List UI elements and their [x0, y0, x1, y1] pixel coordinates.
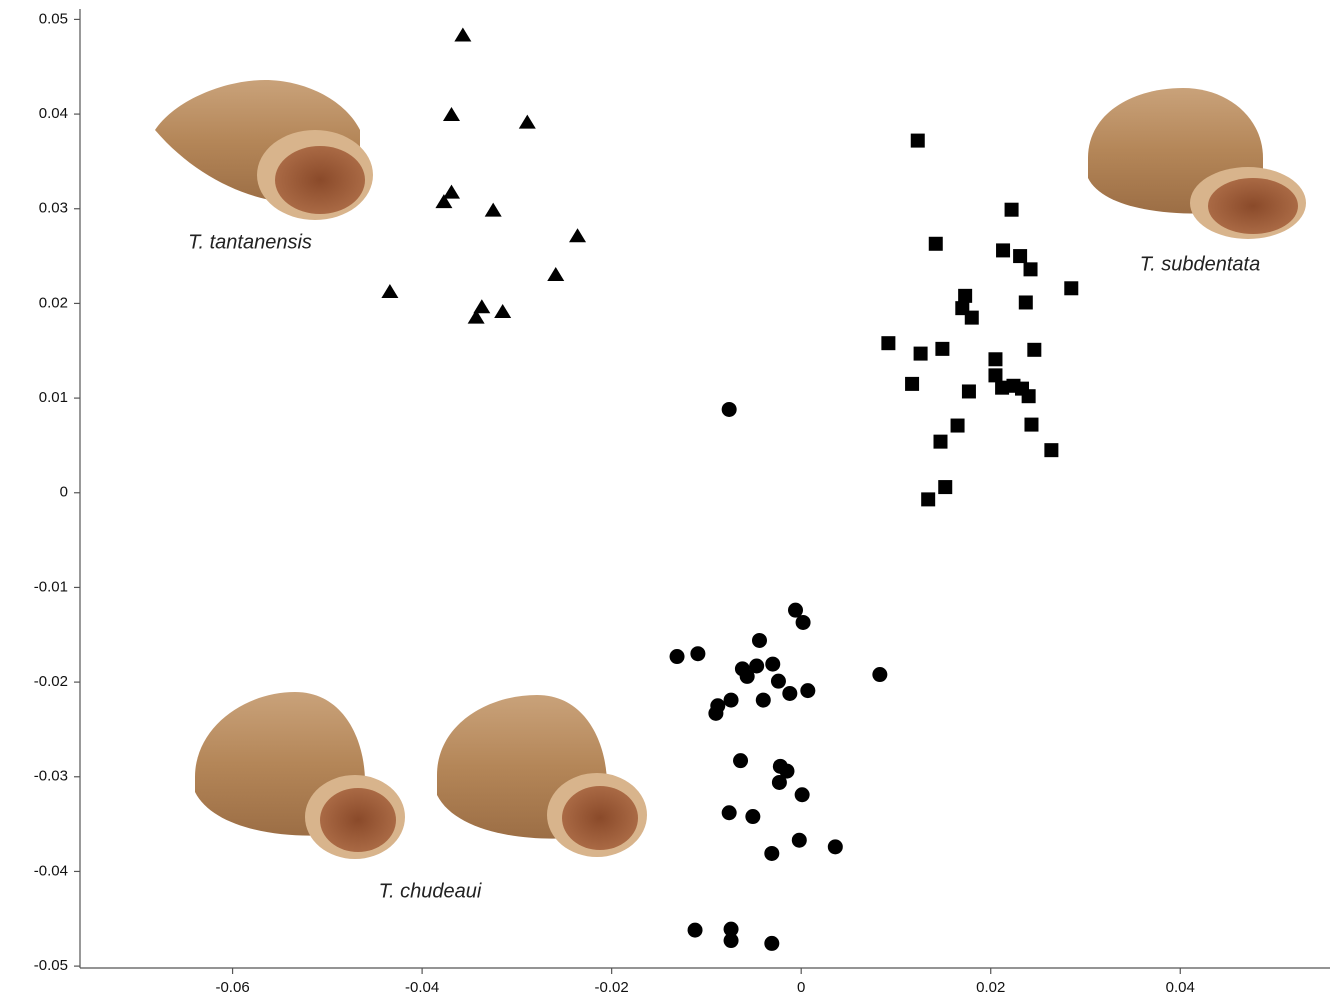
circle-point — [752, 633, 767, 648]
square-point — [914, 347, 928, 361]
shell-image — [1088, 88, 1306, 239]
triangle-point — [454, 28, 471, 42]
circle-point — [722, 805, 737, 820]
square-point — [1024, 262, 1038, 276]
triangle-point — [519, 115, 536, 129]
triangle-point — [443, 107, 460, 121]
circle-point — [745, 809, 760, 824]
square-point — [929, 237, 943, 251]
square-point — [1064, 281, 1078, 295]
square-point — [962, 384, 976, 398]
annotation: T. subdentata — [1140, 253, 1260, 275]
circle-point — [756, 693, 771, 708]
square-point — [988, 352, 1002, 366]
square-point — [958, 289, 972, 303]
square-point — [934, 435, 948, 449]
triangle-point — [569, 228, 586, 242]
square-point — [1019, 295, 1033, 309]
square-point — [911, 134, 925, 148]
square-point — [965, 311, 979, 325]
shell-image — [195, 692, 405, 859]
square-point — [938, 480, 952, 494]
triangle-point — [443, 185, 460, 199]
circle-point — [872, 667, 887, 682]
y-tick-label: 0.01 — [39, 389, 68, 406]
circle-point — [740, 669, 755, 684]
y-tick-label: -0.03 — [34, 768, 68, 785]
circle-point — [771, 674, 786, 689]
square-point — [905, 377, 919, 391]
y-tick-label: -0.05 — [34, 957, 68, 974]
triangle-point — [381, 284, 398, 298]
circle-point — [724, 933, 739, 948]
circle-point — [670, 649, 685, 664]
square-point — [1024, 418, 1038, 432]
circle-point — [724, 693, 739, 708]
square-point — [881, 336, 895, 350]
square-point — [988, 368, 1002, 382]
annotation: T. tantanensis — [188, 231, 312, 253]
x-tick-label: 0.04 — [1166, 979, 1195, 996]
y-tick-label: 0 — [60, 484, 68, 501]
circle-point — [733, 753, 748, 768]
x-tick-label: -0.06 — [215, 979, 249, 996]
chart: 0.05 0.04 0.03 0.02 0.01 0 -0.01 -0.02 -0.03 -0.0… — [0, 0, 1339, 1004]
triangle-point — [494, 304, 511, 318]
square-point — [1027, 343, 1041, 357]
circle-point — [772, 775, 787, 790]
circle-point — [688, 923, 703, 938]
x-tick-label: -0.04 — [405, 979, 439, 996]
square-point — [921, 492, 935, 506]
square-point — [1022, 389, 1036, 403]
y-tick-label: 0.02 — [39, 294, 68, 311]
x-tick-label: 0 — [797, 979, 805, 996]
circle-point — [764, 936, 779, 951]
annotation: T. chudeaui — [379, 880, 482, 902]
circle-point — [764, 846, 779, 861]
square-point — [935, 342, 949, 356]
square-point — [1044, 443, 1058, 457]
circle-point — [796, 615, 811, 630]
circle-point — [795, 787, 810, 802]
triangle-point — [547, 267, 564, 281]
circle-point — [765, 657, 780, 672]
shell-image — [437, 695, 647, 857]
shell-image — [155, 80, 373, 220]
square-point — [996, 243, 1010, 257]
y-tick-label: -0.01 — [34, 578, 68, 595]
y-tick-label: 0.03 — [39, 200, 68, 217]
circle-point — [708, 706, 723, 721]
y-tick-label: 0.05 — [39, 10, 68, 27]
circle-point — [690, 646, 705, 661]
square-point — [951, 419, 965, 433]
circle-point — [828, 839, 843, 854]
y-tick-label: -0.04 — [34, 862, 68, 879]
square-point — [1005, 203, 1019, 217]
circle-point — [792, 833, 807, 848]
y-tick-label: 0.04 — [39, 105, 68, 122]
circle-point — [782, 686, 797, 701]
x-tick-label: -0.02 — [595, 979, 629, 996]
square-point — [1013, 249, 1027, 263]
y-tick-label: -0.02 — [34, 673, 68, 690]
circle-point — [722, 402, 737, 417]
shell-illustrations — [155, 80, 1306, 859]
x-tick-label: 0.02 — [976, 979, 1005, 996]
triangle-point — [485, 203, 502, 217]
circle-point — [800, 683, 815, 698]
